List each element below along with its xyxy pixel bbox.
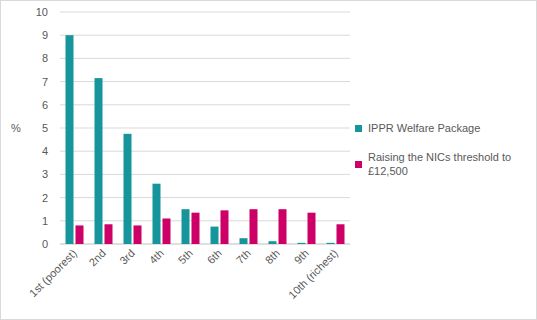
bar (182, 209, 190, 244)
chart: 0 1 2 3 4 5 6 7 8 9 10% 1st (poorest) 2nd 3rd 4th 5th 6t… (0, 0, 537, 320)
bars (66, 35, 345, 244)
bar (95, 78, 103, 244)
bar (76, 225, 84, 244)
bar (105, 224, 113, 244)
y-tick-label: 10 (36, 6, 48, 18)
y-tick-label: 0 (42, 238, 48, 250)
y-tick-label: 1 (42, 215, 48, 227)
grid-line (60, 174, 350, 175)
bar (337, 224, 345, 244)
x-tick-label: 7th (234, 247, 253, 266)
bar (211, 227, 219, 244)
bar (269, 241, 277, 244)
x-tick-label: 5th (176, 247, 195, 266)
y-tick-label: 6 (42, 99, 48, 111)
y-tick-label: 8 (42, 52, 48, 64)
grid-line (60, 128, 350, 129)
bar (192, 213, 200, 244)
grid-line (60, 197, 350, 198)
bar (327, 243, 335, 244)
x-tick-label: 10th (richest) (286, 247, 340, 301)
legend-line: Raising the NICs threshold to (368, 151, 511, 163)
bar (279, 209, 287, 244)
y-axis-label: % (11, 122, 21, 134)
bar (298, 243, 306, 244)
x-tick-label: 2nd (86, 247, 107, 268)
frame (1, 1, 537, 320)
x-tick-label: 8th (263, 247, 282, 266)
bar (250, 209, 258, 244)
grid-line (60, 35, 350, 36)
bar (153, 184, 161, 244)
y-tick-label: 4 (42, 145, 48, 157)
x-tick-label: 1st (poorest) (27, 247, 79, 299)
bar (124, 134, 132, 244)
grid-line (60, 151, 350, 152)
legend-label: Raising the NICs threshold to £12,500 (368, 151, 511, 177)
grid-line (60, 104, 350, 105)
legend-line: IPPR Welfare Package (368, 122, 480, 134)
bar (66, 35, 74, 244)
legend-swatch (355, 161, 362, 168)
bar (163, 218, 171, 244)
bar (240, 238, 248, 244)
x-tick-label: 3rd (117, 247, 137, 267)
y-tick-label: 5 (42, 122, 48, 134)
legend-label: IPPR Welfare Package (368, 122, 480, 134)
grid-line (60, 58, 350, 59)
y-tick-label: 3 (42, 168, 48, 180)
y-tick-label: 2 (42, 192, 48, 204)
x-axis-line (60, 244, 350, 245)
legend-line: £12,500 (368, 165, 408, 177)
bar (221, 210, 229, 244)
legend-swatch (355, 125, 362, 132)
grid-line (60, 12, 350, 13)
x-tick-label: 4th (147, 247, 166, 266)
bar (308, 213, 316, 244)
y-tick-label: 9 (42, 29, 48, 41)
bar (134, 225, 142, 244)
grid-line (60, 220, 350, 221)
y-tick-label: 7 (42, 76, 48, 88)
grid-line (60, 81, 350, 82)
x-tick-label: 9th (292, 247, 311, 266)
x-tick-label: 6th (205, 247, 224, 266)
